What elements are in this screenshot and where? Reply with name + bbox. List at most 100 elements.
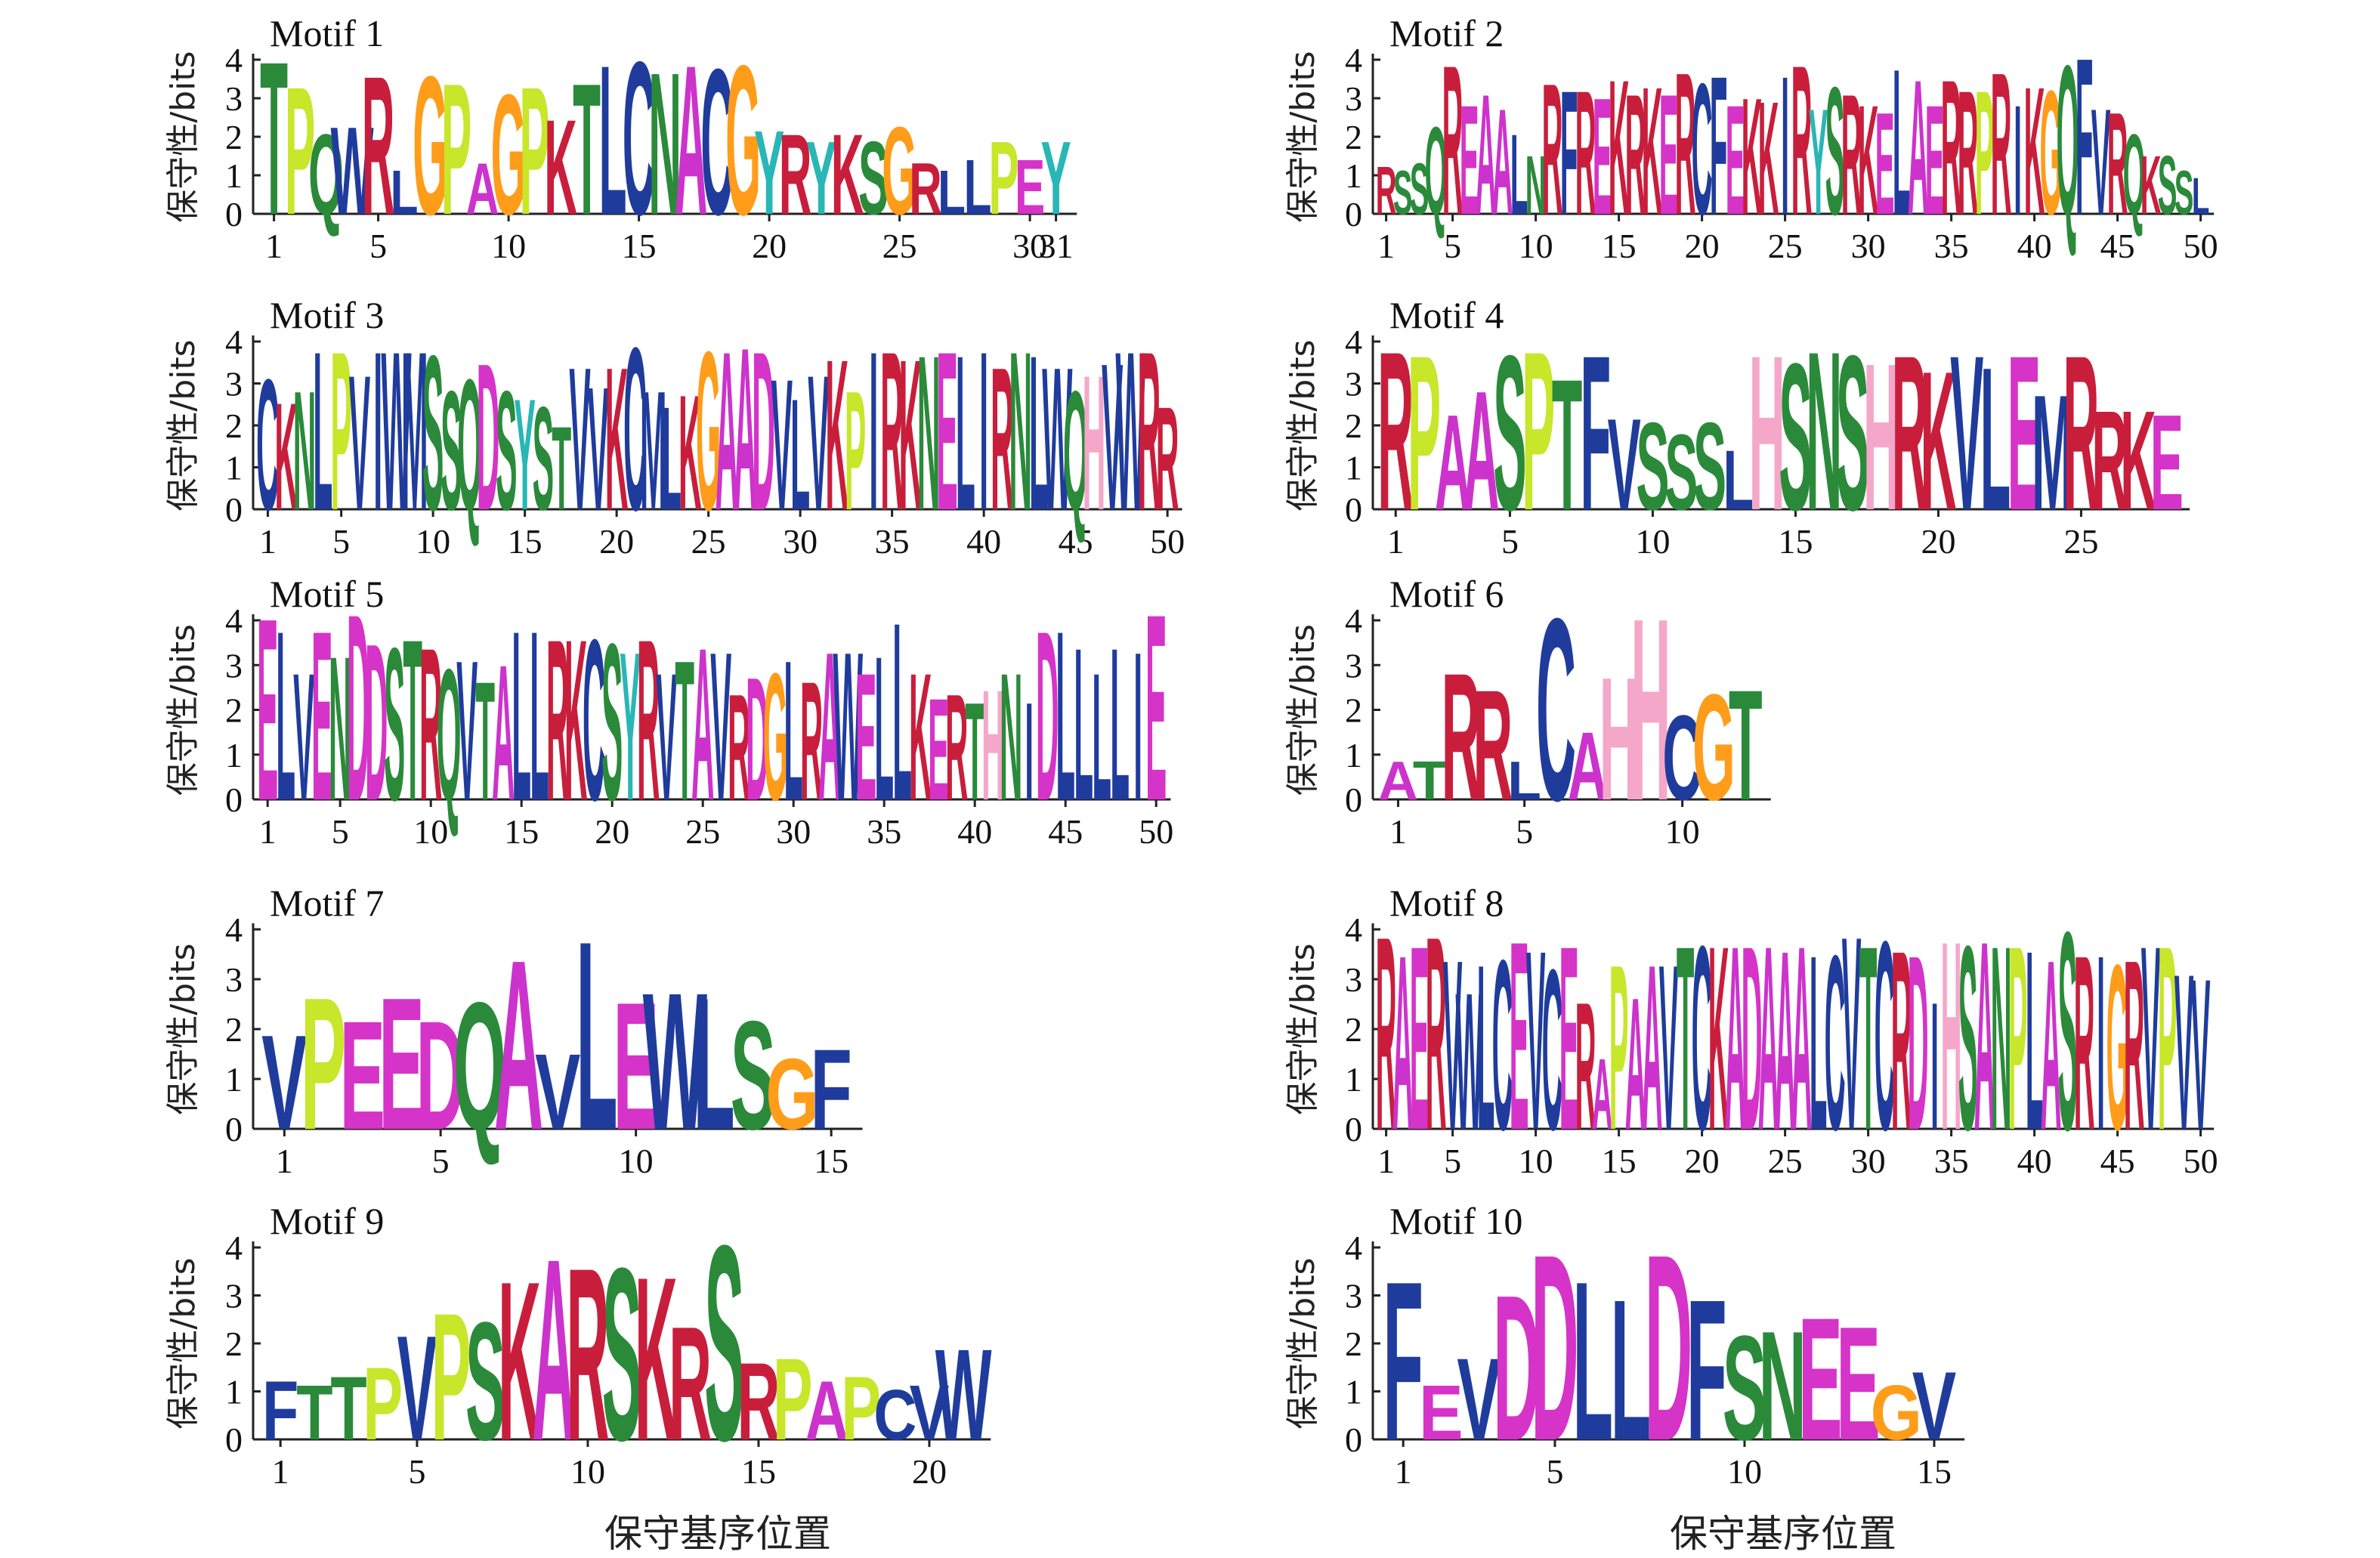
logo-letter: K xyxy=(564,592,587,849)
logo-letter: E xyxy=(1836,1293,1881,1473)
logo-letter: F xyxy=(1581,309,1611,556)
logo-letter: K xyxy=(825,316,848,556)
logo-letter: F xyxy=(262,1364,298,1458)
x-tick-label: 40 xyxy=(957,812,992,851)
logo-letter: R xyxy=(1625,58,1646,251)
logo-letter: V xyxy=(2091,79,2111,246)
y-tick-label: 2 xyxy=(225,691,243,730)
logo-letter: P xyxy=(301,958,346,1169)
logo-letter: D xyxy=(752,305,775,558)
logo-letter: A xyxy=(1642,917,1663,1179)
logo-letter: M xyxy=(2032,361,2073,546)
logo-letter: F xyxy=(1686,1258,1727,1482)
logo-letter: Q xyxy=(2057,20,2079,260)
x-tick-label: 50 xyxy=(1139,812,1173,851)
y-tick-label: 4 xyxy=(225,41,243,79)
x-tick-label: 1 xyxy=(1395,1452,1412,1491)
logo-letter: K xyxy=(1858,72,1879,247)
logo-letter: S xyxy=(2174,158,2194,227)
logo-letter: P xyxy=(1408,309,1441,556)
logo-letter: A xyxy=(492,624,515,840)
logo-letter: E xyxy=(1419,1369,1464,1456)
y-tick-label: 4 xyxy=(225,1229,243,1267)
logo-letter: S xyxy=(1693,396,1726,536)
y-tick-label: 3 xyxy=(1345,1277,1362,1315)
logo-letter: W xyxy=(833,609,863,845)
x-tick-label: 1 xyxy=(1377,227,1395,265)
logo-letter: N xyxy=(293,356,317,546)
logo-letter: N xyxy=(1806,304,1842,558)
logo-letter: T xyxy=(296,1370,332,1456)
logo-letter: G xyxy=(413,36,448,256)
logo-letter: A xyxy=(1435,386,1471,539)
logo-letter: H xyxy=(1083,335,1106,551)
logo-letter: A xyxy=(494,909,543,1180)
logo-letter: T xyxy=(403,592,422,849)
x-tick-label: 15 xyxy=(622,227,657,265)
logo-letter: S xyxy=(1493,309,1526,556)
x-tick-label: 1 xyxy=(272,1452,289,1491)
logo-letter: A xyxy=(818,609,841,845)
logo-letter: A xyxy=(1758,892,1779,1186)
logo-letter: V xyxy=(1526,898,1546,1184)
logo-letter: F xyxy=(2076,11,2094,261)
logo-letter: A xyxy=(675,22,708,260)
y-tick-label: 4 xyxy=(1345,1229,1362,1267)
y-tick-label: 0 xyxy=(225,490,243,529)
logo-letter: I xyxy=(1930,964,1939,1168)
x-tick-label: 1 xyxy=(1387,522,1405,561)
x-tick-label: 30 xyxy=(776,812,811,851)
logo-letter: L xyxy=(576,886,617,1187)
x-tick-label: 50 xyxy=(2184,227,2218,265)
x-tick-label: 25 xyxy=(882,227,917,265)
logo-letter: L xyxy=(1477,917,1495,1179)
logo-letter: L xyxy=(313,305,332,558)
logo-letter: T xyxy=(1859,892,1878,1186)
logo-letter: A xyxy=(2041,910,2062,1181)
logo-letter: V xyxy=(1912,1352,1957,1461)
logo-letter: L xyxy=(1980,325,2011,553)
logo-letter: P xyxy=(441,45,471,254)
logo-letter: K xyxy=(1609,39,1630,255)
logo-letter: R xyxy=(1442,635,1482,838)
x-tick-label: 15 xyxy=(1917,1452,1952,1491)
logo-letter: D xyxy=(477,320,500,555)
logo-letter: T xyxy=(1413,750,1447,811)
x-tick-label: 25 xyxy=(691,522,726,561)
logo-letter: S xyxy=(1958,892,1978,1186)
logo-letter: V xyxy=(656,635,677,839)
logo-letter: V xyxy=(1608,391,1641,537)
x-tick-label: 45 xyxy=(2100,227,2135,265)
x-tick-label: 15 xyxy=(1778,522,1813,561)
logo-letter: R xyxy=(909,149,942,230)
logo-letter: Y xyxy=(514,366,535,543)
logo-letter: R xyxy=(1575,964,1596,1168)
y-tick-label: 1 xyxy=(225,1373,243,1411)
logo-letter: N xyxy=(1758,1299,1806,1473)
logo-letter: Y xyxy=(1040,120,1071,236)
x-tick-label: 30 xyxy=(1851,227,1886,265)
logo-letter: C xyxy=(1825,903,1846,1182)
y-axis-label: 保守性/bits xyxy=(164,624,202,796)
x-tick-label: 5 xyxy=(1444,227,1461,265)
logo-letter: S xyxy=(1636,396,1669,536)
y-tick-label: 1 xyxy=(1345,736,1362,774)
x-tick-label: 35 xyxy=(867,812,901,851)
x-tick-label: 15 xyxy=(741,1452,776,1491)
logo-letter: T xyxy=(1677,892,1695,1186)
logo-letter: L xyxy=(892,569,912,853)
logo-letter: A xyxy=(1725,892,1746,1186)
logo-letter: A xyxy=(1974,885,1995,1186)
logo-letter: S xyxy=(440,356,462,546)
logo-letter: E xyxy=(2008,309,2041,556)
logo-letter: I xyxy=(1025,675,1034,830)
logo-letter: H xyxy=(1600,641,1640,837)
y-tick-label: 1 xyxy=(1345,156,1362,195)
logo-letter: E xyxy=(1145,560,1167,857)
y-tick-label: 0 xyxy=(1345,1110,1362,1148)
logo-letter: W xyxy=(1455,954,1482,1171)
motif-title: Motif 7 xyxy=(270,882,384,924)
